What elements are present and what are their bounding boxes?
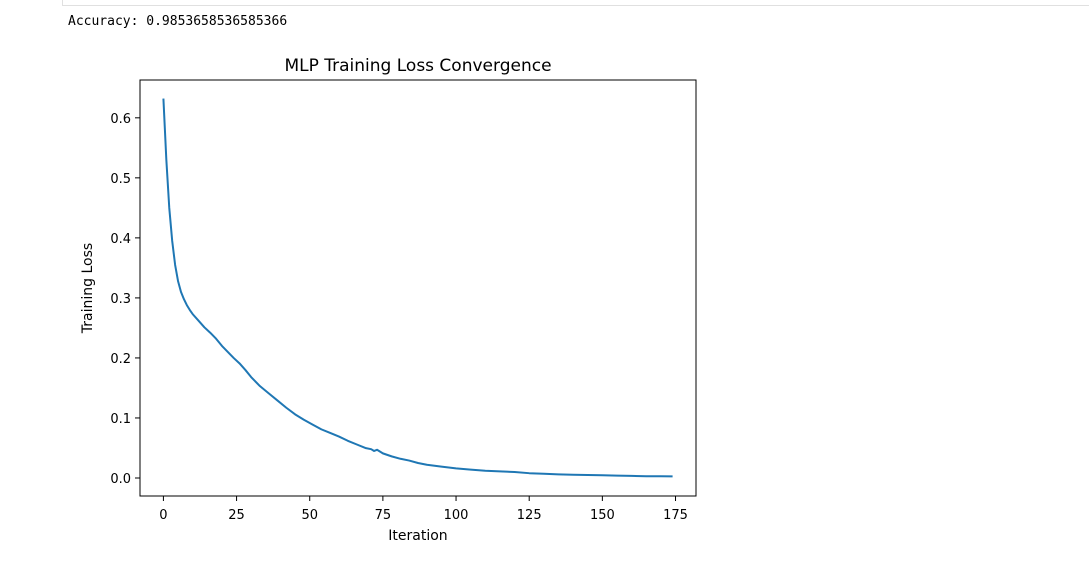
cell-input-border (62, 0, 1089, 6)
y-tick-label: 0.2 (110, 352, 131, 367)
x-tick-label: 175 (663, 508, 688, 523)
x-tick-label: 75 (375, 508, 392, 523)
chart-title: MLP Training Loss Convergence (284, 56, 551, 76)
axes-frame (139, 79, 697, 497)
stdout-accuracy: Accuracy: 0.9853658536585366 (68, 14, 288, 29)
y-tick-label: 0.6 (110, 112, 131, 127)
axis-ticks: 0 25 50 75 100 125 150 175 0.0 0.1 0.2 0.3 0.4 0.5 0.6 (110, 112, 688, 523)
x-tick-label: 100 (444, 508, 469, 523)
y-tick-label: 0.5 (110, 172, 131, 187)
loss-curve (162, 98, 673, 478)
y-tick-label: 0.1 (110, 412, 131, 427)
series-layer (162, 98, 673, 478)
y-tick-label: 0.3 (110, 292, 131, 307)
x-tick-label: 50 (301, 508, 318, 523)
y-tick-label: 0.0 (110, 472, 131, 487)
x-tick-label: 150 (590, 508, 615, 523)
x-tick-label: 0 (159, 508, 167, 523)
x-tick-label: 125 (517, 508, 542, 523)
x-tick-label: 25 (228, 508, 245, 523)
y-axis-label: Training Loss (80, 243, 96, 334)
x-axis-label: Iteration (388, 528, 447, 544)
y-tick-label: 0.4 (110, 232, 131, 247)
